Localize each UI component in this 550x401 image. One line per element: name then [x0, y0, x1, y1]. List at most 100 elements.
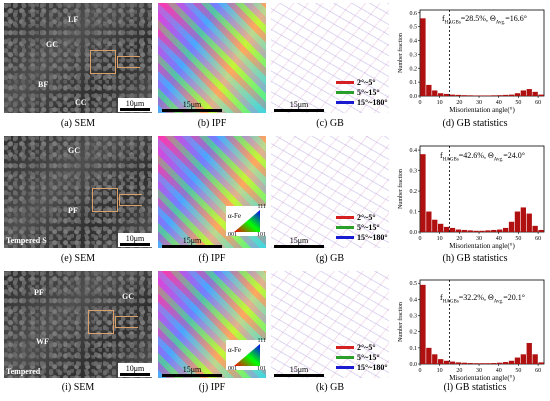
x-tick-label: 30	[476, 236, 482, 242]
gb-legend-g: 2°~5° 5°~15° 15°~180°	[336, 212, 388, 242]
scale-bar-g: 15μm	[274, 236, 324, 248]
histogram-bar	[449, 361, 456, 364]
caption-c: (c) GB	[316, 118, 344, 129]
y-tick-label: 0.2	[410, 189, 418, 195]
ipf-map-b	[158, 3, 266, 113]
stat-text-h: fHAGBs=42.6%, ΘAvg.=24.0°	[440, 151, 525, 163]
x-tick-label: 40	[496, 236, 502, 242]
caption-h: (h) GB statistics	[442, 253, 508, 264]
x-tick-label: 30	[476, 100, 482, 106]
y-tick-label: 0.5	[410, 281, 418, 287]
histogram-bar	[473, 230, 479, 232]
histogram-bar	[497, 229, 503, 232]
x-tick-label: 10	[437, 100, 443, 106]
histogram-svg-d: 0 10 20 30 40 50 60 0.0 0.1 0.2 0.3 0.4 0.5 0.6 Misori…	[397, 9, 545, 114]
histogram-bar	[479, 363, 485, 364]
histogram-bar	[485, 95, 491, 96]
histogram-bar	[485, 363, 491, 364]
histogram-bar	[514, 357, 521, 364]
histogram-bar	[520, 90, 526, 96]
sem-image-a	[4, 3, 152, 113]
y-tick-label: 0.1	[410, 346, 418, 352]
histogram-bar	[520, 354, 526, 364]
x-tick-label: 10	[437, 368, 443, 374]
y-tick-label: 0.0	[410, 94, 418, 100]
histogram-bar	[467, 363, 473, 364]
histogram-bar	[455, 229, 462, 232]
histogram-h: 0 10 20 30 40 50 60 0.0 0.1 0.2 0.3 0.4 Misorientati…	[396, 140, 548, 252]
zoom-box-e	[92, 188, 118, 212]
histogram-bar	[520, 207, 526, 232]
histogram-bar	[526, 343, 532, 364]
histogram-bar	[514, 93, 521, 96]
histogram-bar	[502, 227, 509, 232]
histogram-bar	[538, 94, 544, 96]
scale-bar-i: 10μm	[118, 363, 152, 377]
histogram-bar	[438, 359, 444, 364]
sem-corner-e: Tempered S	[6, 236, 47, 245]
ipf-key-111: 111	[257, 204, 266, 210]
histogram-bar	[420, 284, 426, 364]
caption-j: (j) IPF	[198, 382, 226, 393]
gb-map-c	[271, 3, 389, 113]
sem-label-bf: BF	[38, 80, 49, 89]
gb-map-g	[271, 136, 389, 248]
x-tick-label: 50	[515, 100, 521, 106]
y-tick-label: 0.0	[410, 362, 418, 368]
caption-k: (k) GB	[315, 382, 345, 393]
scale-bar-j: 15μm	[162, 365, 222, 377]
histogram-bar	[538, 362, 544, 364]
histogram-bar	[526, 89, 532, 96]
histogram-d: 0 10 20 30 40 50 60 0.0 0.1 0.2 0.3 0.4 0.5 0.6 Misori…	[396, 4, 548, 116]
sem-label-wf-i: WF	[36, 337, 49, 346]
y-tick-label: 0.0	[410, 230, 418, 236]
histogram-bar	[485, 230, 491, 232]
histogram-bar	[508, 221, 515, 232]
histogram-bar	[473, 363, 479, 364]
caption-i: (i) SEM	[61, 382, 95, 393]
caption-d: (d) GB statistics	[442, 118, 508, 129]
ipf-key-101: 101	[257, 366, 266, 372]
ipf-key-001: 001	[228, 366, 237, 372]
ipf-key-101: 101	[257, 232, 266, 238]
scale-bar-b: 15μm	[162, 100, 222, 112]
x-tick-label: 20	[456, 368, 462, 374]
y-axis-label: Number fraction	[397, 33, 404, 73]
histogram-bar	[502, 362, 509, 364]
histogram-bar	[502, 94, 509, 96]
histogram-bar	[461, 95, 467, 96]
plot-frame	[419, 279, 545, 365]
x-tick-label: 40	[496, 100, 502, 106]
zoom-arrow-i	[115, 316, 138, 328]
caption-l: (l) GB statistics	[443, 382, 507, 393]
sem-label-gc-e: GC	[68, 146, 80, 155]
x-tick-label: 60	[535, 368, 541, 374]
scale-bar-c: 15μm	[274, 100, 324, 112]
x-tick-label: 10	[437, 236, 443, 242]
y-axis-label: Number fraction	[397, 169, 404, 209]
caption-e: (e) SEM	[60, 253, 96, 264]
y-tick-label: 0.5	[410, 25, 418, 31]
y-tick-label: 0.3	[410, 314, 418, 320]
y-tick-label: 0.2	[410, 330, 418, 336]
histogram-bar	[443, 226, 450, 232]
ipf-key-title: α-Fe	[228, 212, 241, 220]
y-tick-label: 0.3	[410, 52, 418, 58]
x-tick-label: 60	[535, 100, 541, 106]
histogram-bar	[455, 362, 462, 364]
caption-a: (a) SEM	[60, 118, 96, 129]
histogram-bar	[449, 94, 456, 96]
histogram-bar	[432, 219, 438, 232]
caption-f: (f) IPF	[198, 253, 226, 264]
x-axis-label: Misorientation angle(°)	[449, 242, 515, 250]
scale-bar-e: 10μm	[118, 233, 152, 247]
zoom-box-i	[88, 310, 114, 334]
ipf-key-111: 111	[257, 338, 266, 344]
x-tick-label: 40	[496, 368, 502, 374]
y-tick-label: 0.1	[410, 80, 418, 86]
stat-text-l: fHAGBs=32.2%, ΘAvg.=20.1°	[440, 293, 525, 305]
y-axis-label: Number fraction	[397, 302, 404, 342]
x-axis-label: Misorientation angle(°)	[449, 374, 515, 382]
y-tick-label: 0.6	[410, 11, 418, 17]
histogram-bar	[443, 93, 450, 96]
